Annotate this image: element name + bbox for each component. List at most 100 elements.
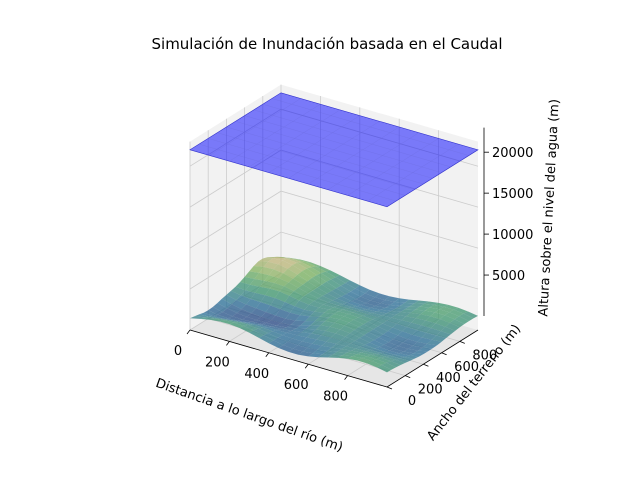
x-tick-label: 200 <box>205 355 230 370</box>
terrain-cell <box>368 329 384 338</box>
terrain-cell <box>297 341 312 348</box>
terrain-cell <box>190 316 205 319</box>
terrain-cell <box>430 312 445 320</box>
x-axis-line <box>189 329 388 388</box>
terrain-cell <box>308 353 323 358</box>
terrain-cell <box>274 278 289 287</box>
x-tick <box>226 341 230 346</box>
terrain-cell <box>449 309 464 317</box>
terrain-cell <box>378 334 394 343</box>
terrain-cell <box>299 296 314 305</box>
z-tick-label: 15000 <box>492 187 533 202</box>
terrain-cell <box>394 353 409 357</box>
terrain-cell <box>278 345 294 352</box>
terrain-cell <box>399 357 415 361</box>
terrain-cell <box>203 310 218 316</box>
terrain-cell <box>413 350 428 355</box>
terrain-cell <box>381 307 396 311</box>
terrain-cell <box>346 343 361 349</box>
terrain-cell <box>217 298 232 309</box>
terrain-cell <box>370 297 385 304</box>
terrain-cell <box>358 315 373 322</box>
terrain-cell <box>361 303 376 308</box>
terrain-cell <box>365 349 381 354</box>
axis-lines <box>189 127 485 388</box>
terrain-cell <box>253 328 269 336</box>
terrain-cell <box>408 345 423 351</box>
terrain-cell <box>327 290 342 299</box>
terrain-cell <box>223 318 238 321</box>
x-tick-label: 400 <box>244 367 269 382</box>
terrain-cell <box>329 314 344 320</box>
terrain-cell <box>272 330 287 336</box>
terrain-cell <box>336 285 351 295</box>
x-tick <box>304 363 309 369</box>
terrain-cell <box>316 273 331 282</box>
terrain-cell <box>368 319 383 327</box>
terrain-cell <box>440 326 456 335</box>
terrain-cell <box>271 325 287 329</box>
terrain-cell <box>394 298 410 303</box>
terrain-cell <box>341 346 356 351</box>
terrain-cell <box>357 310 372 315</box>
terrain-cell <box>385 355 400 360</box>
terrain-cell <box>415 306 430 311</box>
terrain-cell <box>392 323 407 332</box>
terrain-cell <box>321 341 337 348</box>
terrain-cell <box>388 339 403 347</box>
terrain-cell <box>251 308 266 317</box>
terrain-cell <box>262 256 278 259</box>
terrain-cell <box>382 320 397 328</box>
terrain-cell <box>275 309 291 319</box>
terrain-cell <box>312 275 327 285</box>
terrain-cell <box>390 359 406 365</box>
terrain-cell <box>304 304 319 312</box>
terrain-cell <box>284 295 300 307</box>
terrain-cell <box>290 320 306 326</box>
terrain-cell <box>309 311 325 317</box>
terrain-cell <box>301 262 316 268</box>
terrain-cell <box>307 343 322 350</box>
terrain-cell <box>402 339 418 346</box>
terrain-cell <box>331 343 347 349</box>
terrain-cell <box>396 311 411 317</box>
terrain-cell <box>363 321 378 330</box>
terrain-cell <box>371 353 386 358</box>
terrain-cell <box>284 282 299 292</box>
y-tick <box>405 375 411 378</box>
terrain-cell <box>426 328 441 336</box>
terrain-cell <box>379 344 394 351</box>
terrain-cell <box>336 340 351 347</box>
terrain-cell <box>371 359 387 365</box>
terrain-cell <box>235 282 250 291</box>
terrain-cell <box>292 262 307 272</box>
terrain-cell <box>346 291 361 300</box>
terrain-cell <box>263 333 278 341</box>
terrain-cell <box>227 304 242 314</box>
terrain-cell <box>350 288 366 297</box>
terrain-cell <box>365 289 380 298</box>
terrain-cell <box>279 286 294 296</box>
terrain-cell <box>364 332 379 341</box>
terrain-cell <box>332 351 347 356</box>
terrain-cell <box>342 352 357 357</box>
terrain-cell <box>327 354 343 358</box>
terrain-cell <box>349 330 365 338</box>
water-mesh-line <box>327 132 420 190</box>
y-tick-label: 0 <box>408 394 416 409</box>
terrain-cell <box>386 361 401 368</box>
terrain-cell <box>296 259 311 263</box>
terrain-cell <box>346 350 362 355</box>
terrain-cell <box>322 351 337 355</box>
terrain-cell <box>234 322 249 326</box>
terrain-cell <box>409 303 425 307</box>
terrain-cell <box>434 309 450 316</box>
terrain-cell <box>295 315 310 322</box>
terrain-cell <box>429 304 444 310</box>
terrain-cell <box>435 319 450 327</box>
terrain-cell <box>387 327 403 336</box>
terrain-cell <box>373 326 388 335</box>
x-tick-label: 600 <box>284 378 309 393</box>
terrain-cell <box>369 340 384 347</box>
terrain-cell <box>365 300 381 306</box>
